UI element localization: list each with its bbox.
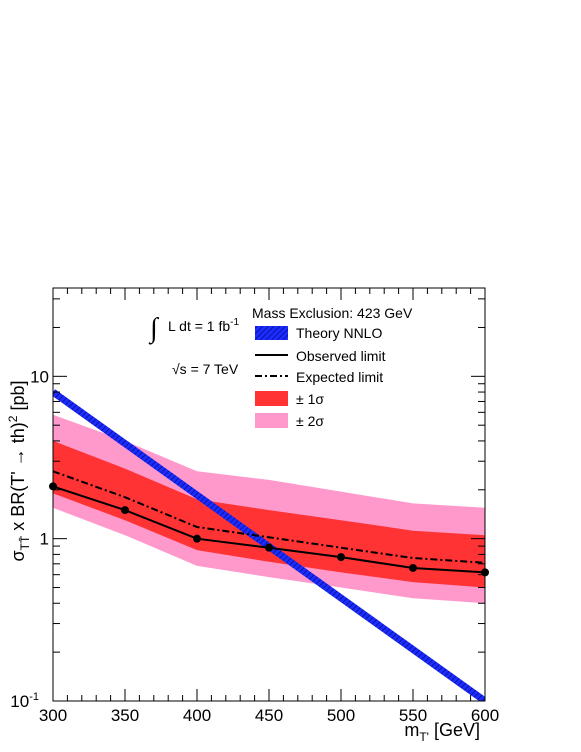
y-tick-label: 10-1 bbox=[10, 691, 39, 711]
legend-swatch-theory bbox=[255, 326, 288, 340]
y-title-prime: ' bbox=[8, 471, 28, 474]
observed-point bbox=[265, 543, 273, 552]
y-title-unit: [pb] bbox=[8, 381, 28, 416]
x-title-main: m bbox=[404, 720, 419, 740]
y-title-sigma: σ bbox=[8, 550, 28, 561]
y-title-arrow: → bbox=[8, 443, 28, 471]
observed-point bbox=[121, 506, 129, 515]
legend-label-1sigma: ± 1σ bbox=[296, 391, 324, 407]
y-title-th: th) bbox=[8, 422, 28, 443]
band-1sigma bbox=[53, 440, 485, 588]
lumi-exp: -1 bbox=[230, 317, 239, 328]
x-tick-label: 500 bbox=[327, 706, 355, 725]
x-title-unit: [GeV] bbox=[429, 720, 480, 740]
x-axis-title: mT' [GeV] bbox=[404, 720, 480, 744]
uncertainty-bands bbox=[53, 414, 485, 604]
y-tick-exp: -1 bbox=[29, 691, 39, 703]
lumi-integral: ∫ bbox=[148, 313, 160, 345]
y-tick-label: 10 bbox=[30, 367, 49, 386]
y-axis-title: σTT̄ x BR(T' → th)2 [pb] bbox=[6, 381, 32, 562]
legend: Theory NNLO Observed limit Expected limi… bbox=[255, 325, 386, 429]
x-tick-label: 550 bbox=[399, 706, 427, 725]
observed-point bbox=[193, 534, 201, 543]
expected-limit-line bbox=[53, 470, 485, 564]
x-tick-label: 600 bbox=[471, 706, 499, 725]
observed-point bbox=[409, 563, 417, 572]
legend-label-observed: Observed limit bbox=[296, 348, 386, 364]
x-tick-label: 300 bbox=[39, 706, 67, 725]
legend-label-expected: Expected limit bbox=[296, 369, 383, 385]
y-tick-label: 1 bbox=[40, 530, 49, 549]
lumi-text: L dt = 1 fb-1 bbox=[168, 317, 239, 334]
x-title-sub: T' bbox=[419, 730, 429, 744]
x-tick-label: 400 bbox=[183, 706, 211, 725]
sqrt-s-label: √s = 7 TeV bbox=[172, 361, 239, 377]
mass-exclusion-label: Mass Exclusion: 423 GeV bbox=[252, 305, 413, 321]
y-title-mid: x BR(T bbox=[8, 475, 28, 536]
x-tick-label: 350 bbox=[111, 706, 139, 725]
axis-ticks bbox=[52, 288, 486, 702]
legend-label-theory: Theory NNLO bbox=[296, 325, 382, 341]
legend-swatch-2sigma bbox=[255, 413, 288, 428]
x-tick-label: 450 bbox=[255, 706, 283, 725]
y-title-sigma-sub: TT̄ bbox=[18, 535, 32, 550]
legend-label-2sigma: ± 2σ bbox=[296, 413, 324, 429]
legend-swatch-1sigma bbox=[255, 391, 288, 406]
y-title-sup: 2 bbox=[6, 415, 20, 422]
y-tick-base: 10 bbox=[10, 692, 29, 711]
observed-point bbox=[337, 553, 345, 562]
